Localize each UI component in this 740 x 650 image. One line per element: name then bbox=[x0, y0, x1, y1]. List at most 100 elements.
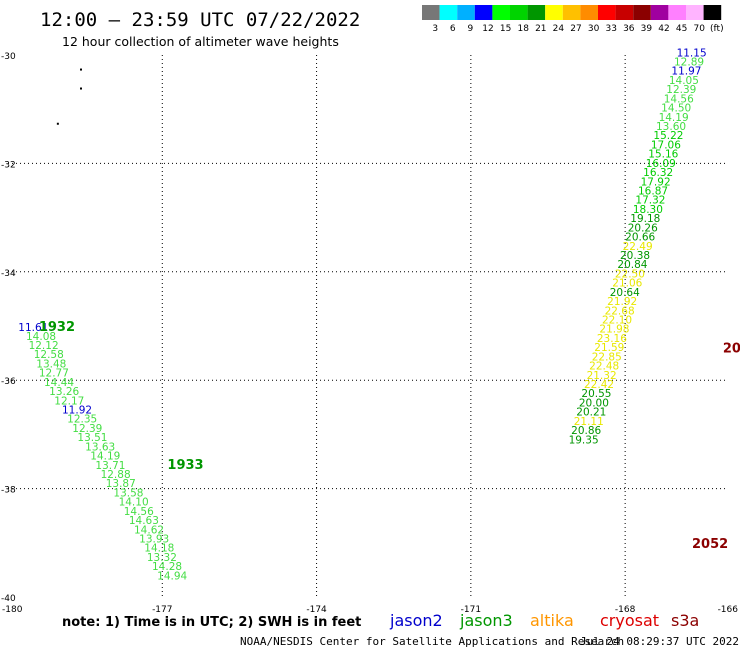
color-scale-label: 15 bbox=[500, 24, 511, 34]
time-label: 2052 bbox=[692, 537, 728, 552]
wave-height-label: 21.98 bbox=[599, 324, 629, 336]
wave-height-label: 22.48 bbox=[589, 361, 619, 373]
color-scale-label: 24 bbox=[553, 24, 565, 34]
color-swatch bbox=[439, 5, 458, 20]
wave-height-label: 22.68 bbox=[605, 305, 635, 317]
wave-height-label: 21.11 bbox=[574, 416, 604, 428]
wave-height-label: 14.08 bbox=[26, 331, 56, 343]
plot-area: 11.6114.0812.1212.5813.4812.7714.4413.26… bbox=[18, 47, 740, 582]
wave-height-label: 14.56 bbox=[664, 93, 694, 105]
legend-entry-cryosat: cryosat bbox=[600, 611, 659, 630]
x-tick-label: -171 bbox=[461, 605, 481, 615]
chart-title: 12:00 – 23:59 UTC 07/22/2022 bbox=[40, 9, 360, 31]
color-scale-label: 39 bbox=[641, 24, 653, 34]
footer-credit: NOAA/NESDIS Center for Satellite Applica… bbox=[240, 635, 624, 648]
wave-height-label: 14.44 bbox=[44, 377, 74, 389]
wave-height-label: 13.58 bbox=[113, 487, 143, 499]
chart-grid bbox=[8, 55, 728, 597]
wave-height-label: 13.63 bbox=[85, 441, 115, 453]
color-swatch bbox=[545, 5, 563, 20]
wave-height-label: 16.87 bbox=[638, 186, 668, 198]
wave-height-label: 13.26 bbox=[49, 386, 79, 398]
x-tick-label: -168 bbox=[615, 605, 636, 615]
wave-height-label: 13.32 bbox=[147, 552, 177, 564]
wave-height-label: 14.18 bbox=[144, 543, 174, 555]
color-swatch bbox=[686, 5, 704, 20]
color-swatch bbox=[492, 5, 510, 20]
wave-height-label: 11.15 bbox=[677, 47, 707, 59]
wave-height-label: 14.94 bbox=[157, 570, 187, 582]
y-tick-label: -38 bbox=[1, 486, 16, 496]
wave-height-label: 13.51 bbox=[77, 432, 107, 444]
color-scale-label: 27 bbox=[570, 24, 581, 34]
wave-height-label: 14.28 bbox=[152, 561, 182, 573]
color-swatch bbox=[598, 5, 616, 20]
wave-height-label: 13.87 bbox=[106, 478, 136, 490]
wave-height-label: 13.60 bbox=[656, 121, 686, 133]
x-tick-label: -166 bbox=[718, 605, 739, 615]
color-swatch bbox=[510, 5, 528, 20]
wave-height-label: 20.38 bbox=[620, 250, 650, 262]
wave-height-label: 17.32 bbox=[635, 195, 665, 207]
color-scale-label: 12 bbox=[482, 24, 493, 34]
wave-height-label: 14.62 bbox=[134, 524, 164, 536]
wave-height-label: 15.22 bbox=[653, 130, 683, 142]
color-swatch bbox=[615, 5, 634, 20]
color-swatch bbox=[422, 5, 440, 20]
wave-height-label: 20.00 bbox=[579, 397, 609, 409]
y-tick-label: -34 bbox=[1, 269, 16, 279]
wave-height-label: 12.77 bbox=[39, 368, 69, 380]
color-scale-label: 36 bbox=[623, 24, 635, 34]
wave-height-label: 14.10 bbox=[119, 497, 149, 509]
color-swatch bbox=[474, 5, 493, 20]
wave-height-label: 11.97 bbox=[671, 66, 701, 78]
wave-height-label: 22.50 bbox=[615, 268, 645, 280]
time-label: 2051 bbox=[723, 342, 740, 357]
color-swatch bbox=[633, 5, 651, 20]
wave-height-label: 14.56 bbox=[124, 506, 154, 518]
wave-height-label: 20.86 bbox=[571, 425, 601, 437]
wave-height-label: 18.30 bbox=[633, 204, 663, 216]
wave-height-label: 12.12 bbox=[29, 340, 59, 352]
wave-height-label: 12.89 bbox=[674, 57, 704, 69]
footer: note: 1) Time is in UTC; 2) SWH is in fe… bbox=[62, 615, 739, 648]
color-scale-label: 45 bbox=[676, 24, 687, 34]
color-scale-label: 18 bbox=[517, 24, 529, 34]
y-tick-label: -30 bbox=[1, 52, 16, 62]
color-scale-label: 70 bbox=[693, 24, 705, 34]
y-tick-label: -36 bbox=[1, 377, 16, 387]
color-scale-label: 9 bbox=[468, 24, 474, 34]
wave-height-label: 13.48 bbox=[36, 358, 66, 370]
wave-height-label: 12.39 bbox=[72, 423, 102, 435]
color-swatch bbox=[527, 5, 546, 20]
wave-height-label: 21.06 bbox=[612, 278, 642, 290]
wave-height-label: 12.58 bbox=[34, 349, 64, 361]
color-swatch bbox=[580, 5, 598, 20]
wave-height-label: 22.42 bbox=[584, 379, 614, 391]
wave-height-label: 15.16 bbox=[648, 149, 678, 161]
wave-height-label: 11.92 bbox=[62, 404, 92, 416]
wave-height-label: 16.09 bbox=[646, 158, 676, 170]
wave-height-label: 21.32 bbox=[587, 370, 617, 382]
wave-height-label: 14.19 bbox=[659, 112, 689, 124]
wave-height-label: 14.05 bbox=[669, 75, 699, 87]
wave-height-label: 14.19 bbox=[90, 451, 120, 463]
color-swatch bbox=[703, 5, 722, 20]
color-swatch bbox=[650, 5, 669, 20]
x-tick-label: -174 bbox=[306, 605, 327, 615]
wave-height-label: 21.92 bbox=[607, 296, 637, 308]
wave-height-label: 21.59 bbox=[594, 342, 624, 354]
data-speck bbox=[80, 68, 82, 71]
header: 12:00 – 23:59 UTC 07/22/2022 12 hour col… bbox=[40, 9, 360, 49]
wave-height-label: 13.93 bbox=[139, 533, 169, 545]
wave-height-label: 17.92 bbox=[641, 176, 671, 188]
color-swatch bbox=[668, 5, 686, 20]
legend-entry-jason2: jason2 bbox=[389, 611, 443, 630]
legend-entry-jason3: jason3 bbox=[459, 611, 513, 630]
y-tick-label: -40 bbox=[1, 594, 16, 604]
wave-height-label: 22.49 bbox=[623, 241, 653, 253]
wave-height-label: 12.17 bbox=[54, 395, 84, 407]
wave-height-label: 11.61 bbox=[18, 322, 48, 334]
legend-entry-altika: altika bbox=[530, 611, 574, 630]
